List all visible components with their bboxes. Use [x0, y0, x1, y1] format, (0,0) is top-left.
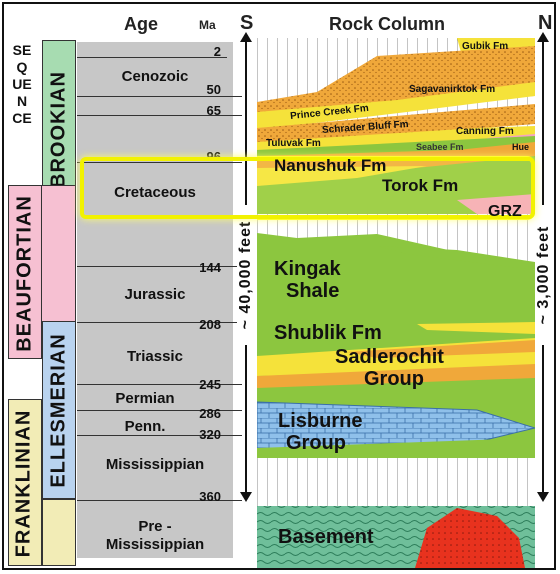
- era-mississippian: Mississippian: [105, 456, 205, 473]
- ma-2: 2: [213, 44, 221, 59]
- fm-seabee: Seabee Fm: [416, 142, 464, 152]
- ma-360: 360: [199, 489, 221, 504]
- ma-50: 50: [206, 82, 221, 97]
- era-pre-mississippian-1: Pre -: [138, 518, 172, 535]
- ma-144: 144: [199, 260, 221, 275]
- north-thickness-label: ~ 3,000 feet: [535, 205, 553, 345]
- fm-torok: Torok Fm: [382, 176, 459, 195]
- fm-shublik: Shublik Fm: [274, 322, 382, 344]
- franklinian-label: FRANKLINIAN: [12, 409, 35, 558]
- tick-245: [77, 384, 242, 385]
- ma-320: 320: [199, 427, 221, 442]
- sequence-label: SEQUENCE: [12, 42, 32, 126]
- tick-286: [77, 410, 242, 411]
- era-cretaceous: Cretaceous: [114, 184, 196, 201]
- fm-gubik: Gubik Fm: [462, 41, 509, 52]
- tick-320: [77, 435, 242, 436]
- tick-65: [77, 115, 242, 116]
- tick-50: [77, 96, 242, 97]
- era-pre-mississippian-2: Mississippian: [105, 536, 205, 553]
- tick-208: [77, 322, 242, 323]
- ellesmerian-label: ELLESMERIAN: [47, 333, 70, 488]
- era-triassic: Triassic: [127, 348, 183, 365]
- ma-208: 208: [199, 317, 221, 332]
- ma-286: 286: [199, 406, 221, 421]
- south-thickness-label: ~ 40,000 feet: [237, 205, 255, 345]
- fm-kingak-2: Shale: [286, 280, 340, 302]
- age-header: Age: [124, 14, 159, 34]
- beaufortian-inner: [8, 185, 42, 359]
- fm-kingak-1: Kingak: [274, 258, 341, 280]
- fm-sagavanirktok: Sagavanirktok Fm: [409, 84, 496, 95]
- fm-nanushuk: Nanushuk Fm: [274, 156, 387, 175]
- tick-144: [77, 266, 242, 267]
- age-column: [77, 42, 233, 558]
- ma-header: Ma: [199, 18, 216, 32]
- rock-column: [257, 38, 535, 568]
- tick-96: [77, 162, 242, 163]
- diagram-frame: Age Ma S Rock Column N SEQUENCE BROOKIAN…: [2, 2, 556, 570]
- ma-65: 65: [206, 103, 221, 118]
- fm-canning: Canning Fm: [456, 126, 514, 137]
- fm-hue: Hue: [512, 142, 530, 152]
- ellesmerian-box: [42, 321, 76, 499]
- franklinian-box-lower: [42, 499, 76, 566]
- fm-lisburne-1: Lisburne: [278, 410, 363, 432]
- tick-2: [77, 57, 227, 58]
- fm-basement: Basement: [278, 526, 374, 548]
- fm-sadlerochit-2: Group: [364, 368, 424, 390]
- tick-360: [77, 500, 242, 501]
- fm-grz: GRZ: [488, 203, 522, 220]
- fm-sadlerochit-1: Sadlerochit: [335, 346, 444, 368]
- rock-column-header: Rock Column: [329, 14, 446, 34]
- beaufortian-label: BEAUFORTIAN: [13, 195, 36, 352]
- era-permian: Permian: [115, 390, 175, 407]
- fm-tuluvak: Tuluvak Fm: [266, 138, 321, 149]
- north-header: N: [538, 12, 553, 34]
- era-jurassic: Jurassic: [124, 286, 186, 303]
- franklinian-box: [8, 399, 42, 566]
- era-penn: Penn.: [124, 418, 166, 435]
- south-header: S: [240, 12, 254, 34]
- cretaceous-highlight: [80, 157, 535, 219]
- fm-lisburne-2: Group: [286, 432, 346, 454]
- ma-245: 245: [199, 377, 221, 392]
- era-cenozoic: Cenozoic: [121, 68, 189, 85]
